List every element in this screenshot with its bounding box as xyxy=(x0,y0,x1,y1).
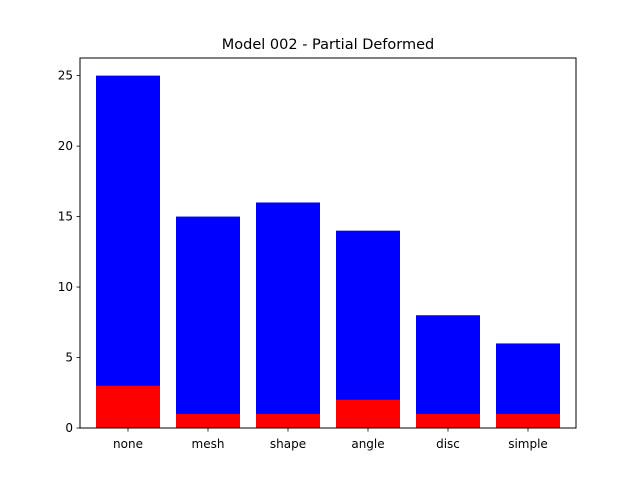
bar-shape-series-0 xyxy=(256,202,320,428)
bar-angle-series-0 xyxy=(336,230,400,428)
x-tick-label-none: none xyxy=(113,437,143,451)
bar-none-series-0 xyxy=(96,75,160,429)
y-tick-label: 15 xyxy=(58,210,73,224)
x-tick-label-mesh: mesh xyxy=(192,437,225,451)
y-tick-label: 5 xyxy=(65,351,73,365)
x-tick-label-angle: angle xyxy=(351,437,384,451)
bar-mesh-series-1 xyxy=(176,413,240,428)
bar-angle-series-1 xyxy=(336,399,400,428)
bar-disc-series-0 xyxy=(416,315,480,428)
chart-title: Model 002 - Partial Deformed xyxy=(222,37,434,53)
bar-disc-series-1 xyxy=(416,413,480,428)
x-tick-label-shape: shape xyxy=(270,437,306,451)
bar-shape-series-1 xyxy=(256,413,320,428)
x-tick-label-simple: simple xyxy=(508,437,548,451)
plot-area-frame xyxy=(79,57,577,429)
x-axis: none mesh shape angle disc simple xyxy=(113,428,548,451)
bars-layer xyxy=(96,75,560,429)
y-tick-label: 10 xyxy=(58,280,73,294)
y-tick-label: 25 xyxy=(58,69,73,83)
bar-none-series-1 xyxy=(96,385,160,428)
y-axis: 0 5 10 15 20 25 xyxy=(58,69,80,435)
bar-simple-series-1 xyxy=(496,413,560,428)
x-tick-label-disc: disc xyxy=(436,437,460,451)
y-tick-label: 20 xyxy=(58,139,73,153)
y-tick-label: 0 xyxy=(65,421,73,435)
bar-mesh-series-0 xyxy=(176,216,240,428)
